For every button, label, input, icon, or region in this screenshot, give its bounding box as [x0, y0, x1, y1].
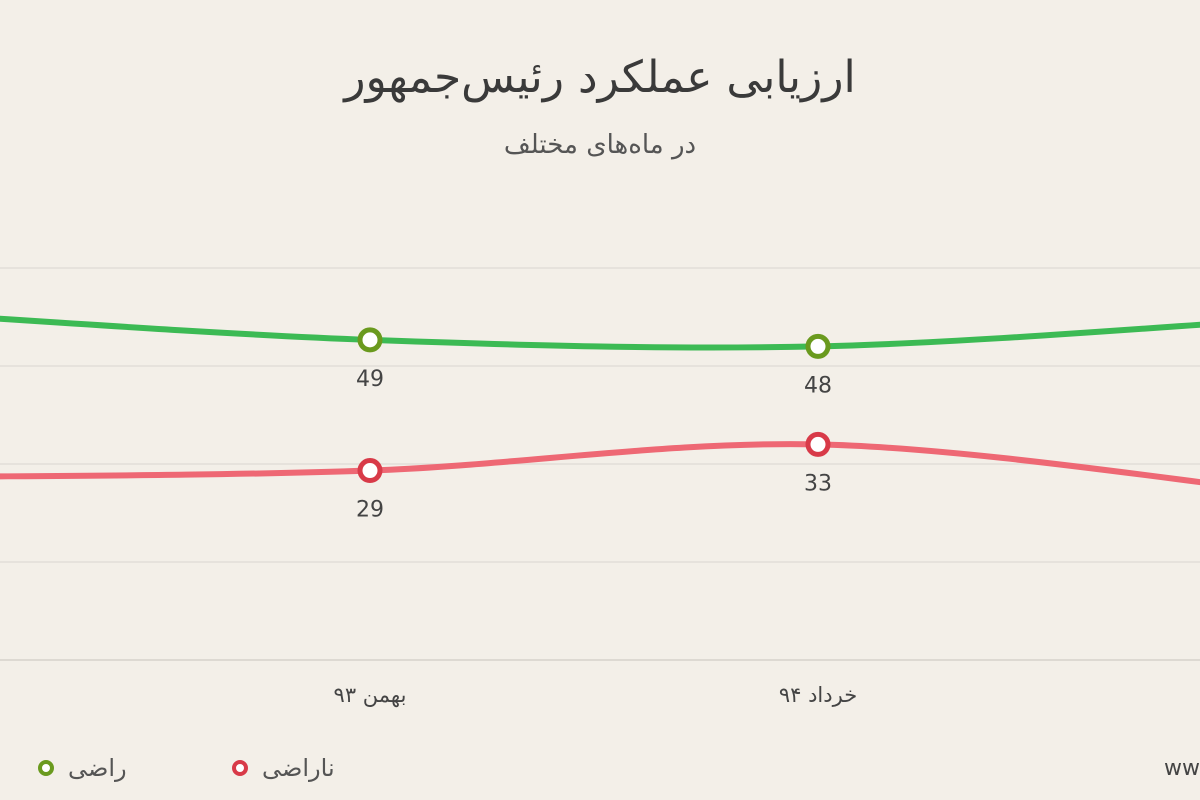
- data-point: [805, 431, 831, 457]
- x-tick-label: بهمن ۹۳: [334, 683, 407, 707]
- data-point: [357, 458, 383, 484]
- legend-item-dissatisfied[interactable]: ناراضی: [232, 750, 335, 786]
- legend-label-dissatisfied: ناراضی: [262, 754, 335, 782]
- data-label: 33: [804, 471, 832, 496]
- watermark: www: [1164, 756, 1200, 781]
- legend-item-satisfied[interactable]: راضی: [38, 750, 127, 786]
- legend-label-satisfied: راضی: [68, 754, 127, 782]
- series-line-1: [0, 441, 1200, 486]
- series-line-0: [0, 315, 1200, 351]
- data-label: 49: [356, 367, 384, 392]
- chart-title: ارزیابی عملکرد رئیس‌جمهور: [344, 52, 856, 103]
- legend-marker-satisfied: [38, 760, 54, 776]
- x-tick-label: خرداد ۹۴: [779, 683, 857, 707]
- data-label: 29: [356, 498, 384, 523]
- data-point: [805, 333, 831, 359]
- data-label: 48: [804, 373, 832, 398]
- chart-subtitle: در ماه‌های مختلف: [503, 130, 697, 160]
- legend-marker-dissatisfied: [232, 760, 248, 776]
- data-point: [357, 327, 383, 353]
